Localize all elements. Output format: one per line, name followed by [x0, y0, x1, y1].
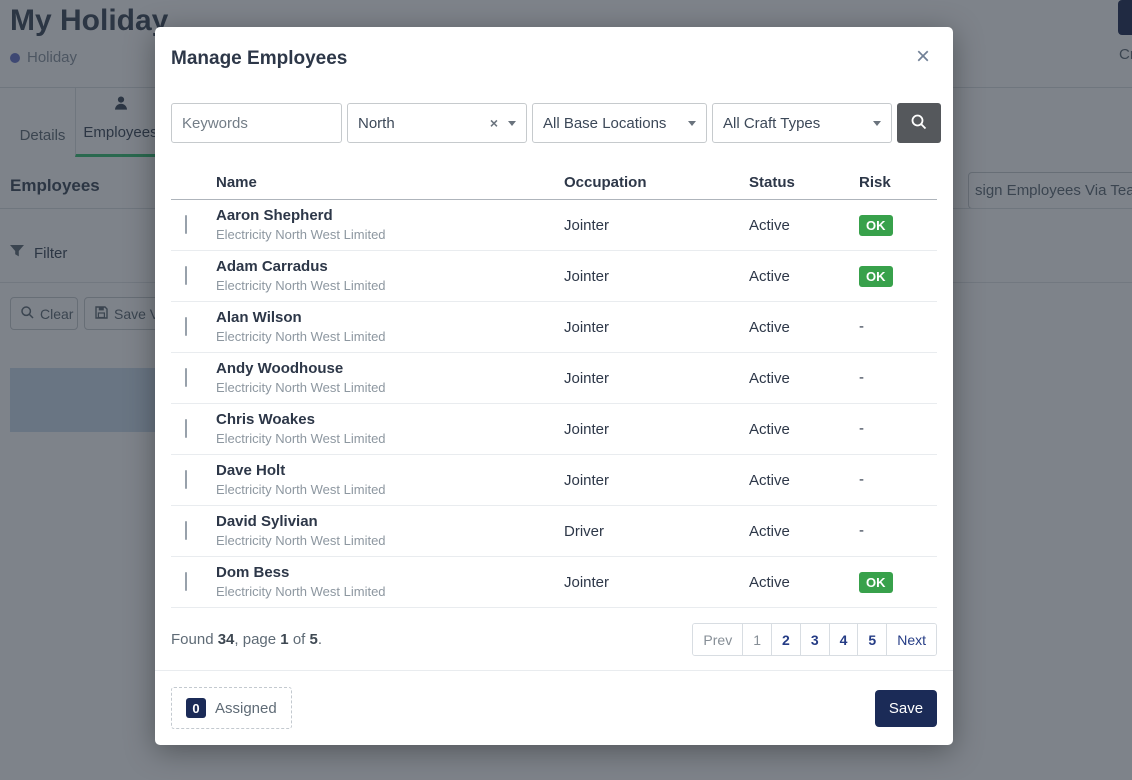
employee-occupation: Jointer: [564, 573, 610, 591]
employee-company: Electricity North West Limited: [216, 328, 386, 344]
table-row: Chris Woakes Electricity North West Limit…: [171, 404, 937, 455]
table-row: Dom Bess Electricity North West Limited J…: [171, 557, 937, 608]
region-select[interactable]: North ×: [347, 103, 527, 143]
employee-occupation: Driver: [564, 522, 604, 540]
row-checkbox[interactable]: [185, 521, 187, 540]
pagination-next[interactable]: Next: [886, 624, 936, 655]
base-location-select[interactable]: All Base Locations: [532, 103, 707, 143]
risk-value: -: [859, 318, 864, 335]
employee-status: Active: [749, 420, 790, 438]
chevron-down-icon: [508, 120, 516, 126]
employees-table: Name Occupation Status Risk Aaron Shephe…: [171, 166, 937, 608]
employee-occupation: Jointer: [564, 318, 610, 336]
employee-name: Aaron Shepherd: [216, 207, 333, 225]
modal-title: Manage Employees: [171, 48, 348, 69]
employee-name: Andy Woodhouse: [216, 360, 344, 378]
employee-company: Electricity North West Limited: [216, 532, 386, 548]
employee-status: Active: [749, 369, 790, 387]
risk-badge: OK: [859, 265, 893, 287]
base-location-value: All Base Locations: [543, 114, 667, 132]
col-status: Status: [749, 174, 795, 191]
employee-status: Active: [749, 267, 790, 285]
employee-company: Electricity North West Limited: [216, 481, 386, 497]
employee-occupation: Jointer: [564, 471, 610, 489]
table-row: Dave Holt Electricity North West Limited …: [171, 455, 937, 506]
modal-footer: 0 Assigned Save: [155, 670, 953, 745]
employee-occupation: Jointer: [564, 420, 610, 438]
col-risk: Risk: [859, 174, 891, 191]
row-checkbox[interactable]: [185, 266, 187, 285]
results-summary: Found 34, page 1 of 5.: [171, 631, 323, 648]
risk-value: -: [859, 420, 864, 437]
keywords-field: [171, 103, 342, 143]
employee-name: Dom Bess: [216, 564, 290, 582]
modal-filter-bar: North × All Base Locations All Craft Typ…: [171, 103, 941, 143]
assigned-count-badge: 0: [186, 698, 206, 718]
search-icon: [911, 114, 927, 133]
results-summary-row: Found 34, page 1 of 5. Prev 1 2 3 4 5 Ne…: [171, 623, 937, 656]
risk-badge: OK: [859, 571, 893, 593]
table-row: Adam Carradus Electricity North West Limi…: [171, 251, 937, 302]
search-button[interactable]: [897, 103, 941, 143]
employee-status: Active: [749, 522, 790, 540]
pagination-page-2[interactable]: 2: [771, 624, 800, 655]
region-select-value: North: [358, 114, 395, 132]
employee-name: Alan Wilson: [216, 309, 302, 327]
risk-badge: OK: [859, 214, 893, 236]
assigned-counter[interactable]: 0 Assigned: [171, 687, 292, 729]
table-row: Andy Woodhouse Electricity North West Lim…: [171, 353, 937, 404]
employee-company: Electricity North West Limited: [216, 583, 386, 599]
employee-name: Adam Carradus: [216, 258, 328, 276]
chevron-down-icon: [688, 120, 696, 126]
table-row: David Sylivian Electricity North West Lim…: [171, 506, 937, 557]
keywords-input[interactable]: [182, 114, 331, 132]
clear-selection-icon[interactable]: ×: [489, 115, 498, 131]
employee-company: Electricity North West Limited: [216, 277, 386, 293]
row-checkbox[interactable]: [185, 317, 187, 336]
employee-status: Active: [749, 216, 790, 234]
row-checkbox[interactable]: [185, 470, 187, 489]
craft-type-value: All Craft Types: [723, 114, 821, 132]
employee-name: David Sylivian: [216, 513, 318, 531]
col-occupation: Occupation: [564, 174, 647, 191]
chevron-down-icon: [873, 120, 881, 126]
employee-status: Active: [749, 573, 790, 591]
table-header-row: Name Occupation Status Risk: [171, 166, 937, 200]
employee-company: Electricity North West Limited: [216, 379, 386, 395]
craft-type-select[interactable]: All Craft Types: [712, 103, 892, 143]
employee-occupation: Jointer: [564, 216, 610, 234]
pagination: Prev 1 2 3 4 5 Next: [692, 623, 937, 656]
manage-employees-modal: Manage Employees × North × All Base Loca…: [155, 27, 953, 745]
table-row: Alan Wilson Electricity North West Limite…: [171, 302, 937, 353]
employee-name: Chris Woakes: [216, 411, 315, 429]
result-count: 34: [217, 631, 235, 648]
save-button[interactable]: Save: [875, 689, 937, 727]
assigned-label: Assigned: [215, 699, 277, 717]
employee-company: Electricity North West Limited: [216, 226, 386, 242]
employee-occupation: Jointer: [564, 267, 610, 285]
col-name: Name: [216, 174, 257, 191]
table-row: Aaron Shepherd Electricity North West Lim…: [171, 200, 937, 251]
pagination-page-3[interactable]: 3: [799, 624, 829, 655]
current-page: 1: [280, 631, 289, 648]
pagination-page-4[interactable]: 4: [828, 624, 858, 655]
risk-value: -: [859, 471, 864, 488]
employee-status: Active: [749, 318, 790, 336]
row-checkbox[interactable]: [185, 368, 187, 387]
risk-value: -: [859, 522, 864, 539]
pagination-page-1[interactable]: 1: [742, 624, 772, 655]
total-pages: 5: [309, 631, 318, 648]
pagination-page-5[interactable]: 5: [857, 624, 887, 655]
employee-status: Active: [749, 471, 790, 489]
row-checkbox[interactable]: [185, 215, 187, 234]
risk-value: -: [859, 369, 864, 386]
close-icon[interactable]: ×: [909, 43, 937, 71]
row-checkbox[interactable]: [185, 419, 187, 438]
pagination-prev[interactable]: Prev: [693, 624, 743, 655]
row-checkbox[interactable]: [185, 572, 187, 591]
employee-name: Dave Holt: [216, 462, 286, 480]
employee-company: Electricity North West Limited: [216, 430, 386, 446]
employee-occupation: Jointer: [564, 369, 610, 387]
